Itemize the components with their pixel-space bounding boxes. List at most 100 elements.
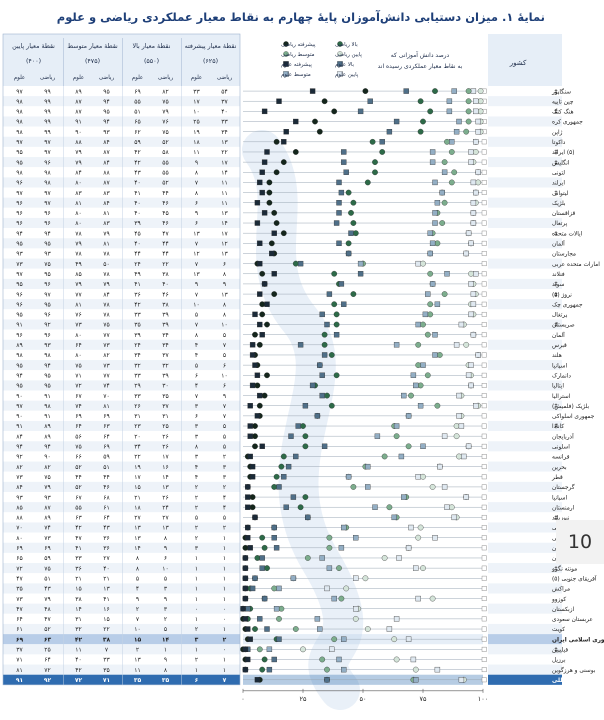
marker-high-math-3 [420, 118, 426, 125]
country-label-18: فنلاند [552, 272, 565, 278]
marker-advanced-sci-2 [261, 108, 268, 115]
marker-low-math-54 [391, 636, 398, 643]
table-cell-39-5: ۵۲ [75, 484, 81, 491]
track-end-14 [481, 230, 487, 236]
marker-low-sci-29 [468, 382, 474, 389]
table-cell-14-5: ۷۸ [75, 230, 82, 237]
table-cell-9-5: ۸۰ [75, 180, 81, 187]
table-cell-47-0: ۱ [223, 565, 226, 572]
marker-high-sci-51 [245, 606, 251, 612]
marker-high-sci-20 [326, 291, 333, 297]
marker-intermediate-math-49 [271, 585, 278, 592]
marker-intermediate-sci-54 [341, 636, 347, 642]
table-cell-56-1: ۲ [195, 657, 198, 664]
marker-high-sci-8 [343, 169, 349, 175]
marker-advanced-sci-30 [257, 392, 263, 399]
table-cell-31-3: ۲۶ [134, 403, 140, 410]
table-cell-41-0: ۴ [223, 504, 226, 511]
country-header-bg [488, 34, 562, 86]
marker-high-math-6 [379, 149, 386, 155]
table-cell-44-4: ۳۶ [103, 535, 109, 542]
marker-low-math-9 [475, 179, 482, 186]
table-cell-19-2: ۴۰ [162, 281, 168, 288]
table-cell-26-5: ۸۰ [75, 352, 81, 359]
name-row-bg-30 [488, 390, 562, 401]
marker-low-sci-35 [465, 443, 472, 450]
legend-label-7: متوسط علوم [281, 72, 311, 78]
track-end-29 [481, 383, 487, 388]
marker-low-sci-41 [444, 504, 450, 510]
marker-high-sci-45 [273, 545, 280, 551]
country-label-19: سوئد [552, 282, 565, 288]
name-row-bg-17 [488, 258, 562, 269]
table-cell-46-5: ۳۳ [75, 555, 82, 562]
table-row-bg-28 [3, 370, 240, 381]
track-end-21 [481, 301, 487, 307]
marker-advanced-sci-32 [254, 413, 261, 419]
table-cell-7-6: ۹۶ [44, 159, 50, 166]
country-label-31: بلژیک (فلمیش) [552, 403, 589, 410]
name-row-bg-57 [488, 664, 562, 675]
name-row-bg-16 [488, 248, 562, 259]
marker-low-sci-13 [470, 220, 477, 226]
name-row-bg-35 [488, 441, 562, 452]
table-cell-41-2: ۲۴ [162, 504, 168, 511]
marker-advanced-sci-37 [249, 463, 256, 470]
table-cell-27-4: ۷۳ [103, 362, 110, 369]
table-cell-1-4: ۹۴ [103, 98, 109, 105]
table-cell-44-7: ۸۰ [16, 535, 22, 542]
marker-advanced-sci-49 [242, 585, 249, 592]
country-mark-47: ‡ [555, 565, 558, 572]
marker-advanced-sci-27 [252, 362, 258, 368]
marker-advanced-sci-41 [245, 504, 251, 510]
table-cell-4-1: ۱۹ [193, 129, 199, 136]
marker-low-sci-2 [473, 108, 479, 115]
table-cell-44-0: ۱ [223, 535, 226, 542]
table-row-bg-37 [3, 461, 240, 472]
track-end-11 [481, 200, 487, 206]
marker-high-sci-7 [341, 159, 347, 165]
marker-low-sci-16 [463, 250, 469, 257]
marker-low-sci-18 [473, 271, 479, 277]
marker-intermediate-math-39 [350, 484, 357, 490]
name-row-bg-7 [488, 157, 562, 168]
marker-advanced-sci-21 [264, 301, 270, 307]
x-tick-label-2: ۵۰ [360, 695, 367, 703]
table-cell-40-0: ۴ [223, 494, 226, 501]
track-end-54 [481, 636, 487, 642]
table-cell-51-4: ۱۶ [103, 606, 109, 613]
marker-advanced-math-33 [252, 423, 258, 429]
table-cell-1-7: ۹۸ [16, 98, 23, 105]
marker-intermediate-sci-14 [427, 230, 433, 236]
marker-intermediate-sci-21 [434, 301, 441, 307]
group-score-2: (۴۷۵) [85, 58, 100, 65]
name-row-bg-31 [488, 400, 562, 411]
marker-high-sci-4 [386, 129, 393, 135]
country-mark-42: ‡ [555, 515, 558, 522]
table-cell-47-2: ۱۰ [162, 565, 168, 572]
table-row-bg-53 [3, 623, 240, 635]
marker-high-math-25 [321, 341, 328, 348]
table-row-bg-40 [3, 492, 240, 503]
marker-high-math-1 [417, 98, 424, 105]
marker-intermediate-sci-28 [410, 372, 417, 378]
table-row-bg-43 [3, 522, 240, 533]
marker-intermediate-math-46 [304, 555, 311, 561]
marker-low-sci-10 [473, 189, 479, 196]
marker-intermediate-sci-0 [451, 88, 457, 94]
marker-high-sci-26 [321, 352, 328, 358]
marker-advanced-math-20 [271, 291, 278, 297]
table-frame [2, 33, 241, 686]
table-cell-5-6: ۹۷ [44, 139, 51, 146]
marker-intermediate-math-3 [465, 118, 472, 125]
table-cell-10-5: ۸۳ [75, 190, 82, 197]
table-cell-34-4: ۶۴ [103, 433, 109, 440]
marker-advanced-sci-1 [276, 98, 282, 104]
table-cell-56-0: ۱ [223, 657, 226, 664]
country-label-41: ارمنستان [552, 505, 575, 511]
country-label-35: اسلونی [552, 445, 570, 451]
table-cell-36-6: ۹۰ [44, 454, 50, 461]
marker-low-sci-1 [473, 98, 479, 104]
marker-intermediate-math-52 [276, 615, 282, 622]
table-row-bg-12 [3, 207, 240, 218]
